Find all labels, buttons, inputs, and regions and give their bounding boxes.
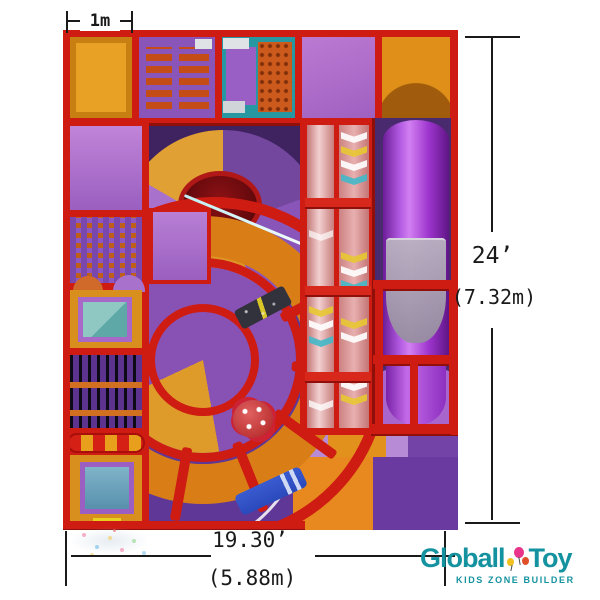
confetti-dot: [95, 545, 99, 549]
brand-wordmark: Globall Toy: [420, 544, 596, 572]
chevron-down-icon: [341, 280, 367, 291]
height-line-lower: [491, 328, 493, 520]
chevron-down-icon: [341, 318, 367, 329]
roller-bar: [67, 433, 145, 453]
trampoline: [78, 297, 132, 342]
scale-tick-right: [131, 11, 133, 33]
ball-half: [113, 275, 145, 292]
left-column: [63, 118, 149, 530]
balloon-icon: [513, 547, 524, 558]
floor-mat-purple: [373, 457, 458, 530]
chevron-down-icon: [309, 336, 333, 347]
confetti-dot: [120, 548, 124, 552]
soft-pad: [223, 101, 245, 113]
frame-edge-left: [63, 118, 70, 530]
balloon-string: [509, 564, 513, 572]
height-line-upper: [491, 36, 493, 232]
trampoline-cell: [70, 455, 142, 530]
chevron-down-icon: [341, 394, 367, 405]
frame-post: [375, 280, 383, 432]
block-maze-cell: [222, 37, 295, 118]
width-feet-label: 19.30’: [212, 528, 288, 552]
height-meters-label: (7.32m): [451, 285, 537, 309]
crochet-mesh-cell: [70, 217, 142, 283]
chevron-down-icon: [341, 266, 367, 277]
balloon-icon: [506, 558, 514, 566]
chevron-down-icon: [341, 132, 367, 143]
spiral-tube-column: [371, 118, 458, 435]
balloon-cluster: [505, 544, 529, 572]
scale-label: 1m: [80, 11, 120, 31]
confetti-dot: [70, 527, 150, 555]
step-pad: [93, 518, 121, 523]
wavy-slide-lanes: [300, 118, 375, 435]
brand-text-right: Toy: [528, 542, 573, 573]
brand-logo: Globall Toy KIDS ZONE BUILDER: [420, 544, 596, 585]
scale-tick-left: [66, 11, 68, 33]
chevron-down-icon: [309, 230, 333, 241]
frame-crossbar: [305, 286, 371, 295]
height-tick-bottom: [465, 522, 520, 524]
width-meters-label: (5.88m): [207, 566, 297, 590]
soft-panel-cell: [70, 126, 142, 210]
slide-lane: [307, 125, 334, 428]
width-line-right: [315, 555, 455, 557]
width-tick-right: [444, 531, 446, 586]
chevron-down-icon: [309, 400, 333, 411]
frame-crossbar: [305, 198, 371, 207]
confetti-dot: [132, 539, 136, 543]
chevron-down-icon: [309, 320, 333, 331]
frame-edge-bottom: [63, 521, 305, 529]
width-line-left: [71, 555, 211, 557]
tube-window: [386, 238, 446, 343]
confetti-dot: [82, 533, 86, 537]
height-feet-label: 24’: [471, 243, 514, 269]
soft-pad: [195, 39, 212, 49]
brand-text-left: Globall: [420, 542, 506, 573]
frame-edge-right: [451, 118, 458, 435]
soft-panel-cell: [302, 37, 375, 118]
trampoline-cell: [70, 290, 142, 348]
frame-crossbar: [373, 280, 458, 289]
ball-half: [73, 276, 103, 292]
chevron-down-icon: [341, 174, 367, 185]
climbing-blocks: [146, 47, 172, 109]
confetti-dot: [142, 551, 146, 555]
playground-top-view: [63, 30, 458, 530]
chevron-down-icon: [341, 380, 367, 391]
confetti-dot: [108, 536, 112, 540]
arch-cell: [382, 37, 450, 118]
chevron-down-icon: [309, 306, 333, 317]
purple-block: [226, 47, 256, 105]
trampoline: [80, 462, 134, 514]
climbing-blocks: [179, 47, 209, 109]
brand-tagline: KIDS ZONE BUILDER: [456, 575, 575, 585]
top-row: [63, 30, 458, 126]
balloon-icon: [521, 557, 529, 565]
confetti-dot: [113, 529, 116, 532]
ladybug-toy: [233, 400, 273, 438]
floor-mat-lavender: [386, 430, 408, 457]
balloon-string: [517, 556, 521, 566]
carousel-hub-ring: [147, 304, 259, 416]
soft-panel: [149, 208, 211, 284]
chevron-down-icon: [341, 160, 367, 171]
lane-divider: [334, 125, 339, 428]
chevron-down-icon: [341, 146, 367, 157]
chevron-down-icon: [341, 252, 367, 263]
climbing-wall-cell: [139, 37, 215, 118]
climbing-net-cell: [70, 355, 142, 428]
soft-pad: [223, 38, 249, 49]
soft-block-cell: [70, 37, 132, 118]
chevron-down-icon: [341, 332, 367, 343]
width-tick-left: [65, 531, 67, 586]
frame-crossbar: [305, 372, 371, 381]
perforated-climb-panel: [258, 42, 292, 112]
frame-post: [410, 355, 418, 432]
